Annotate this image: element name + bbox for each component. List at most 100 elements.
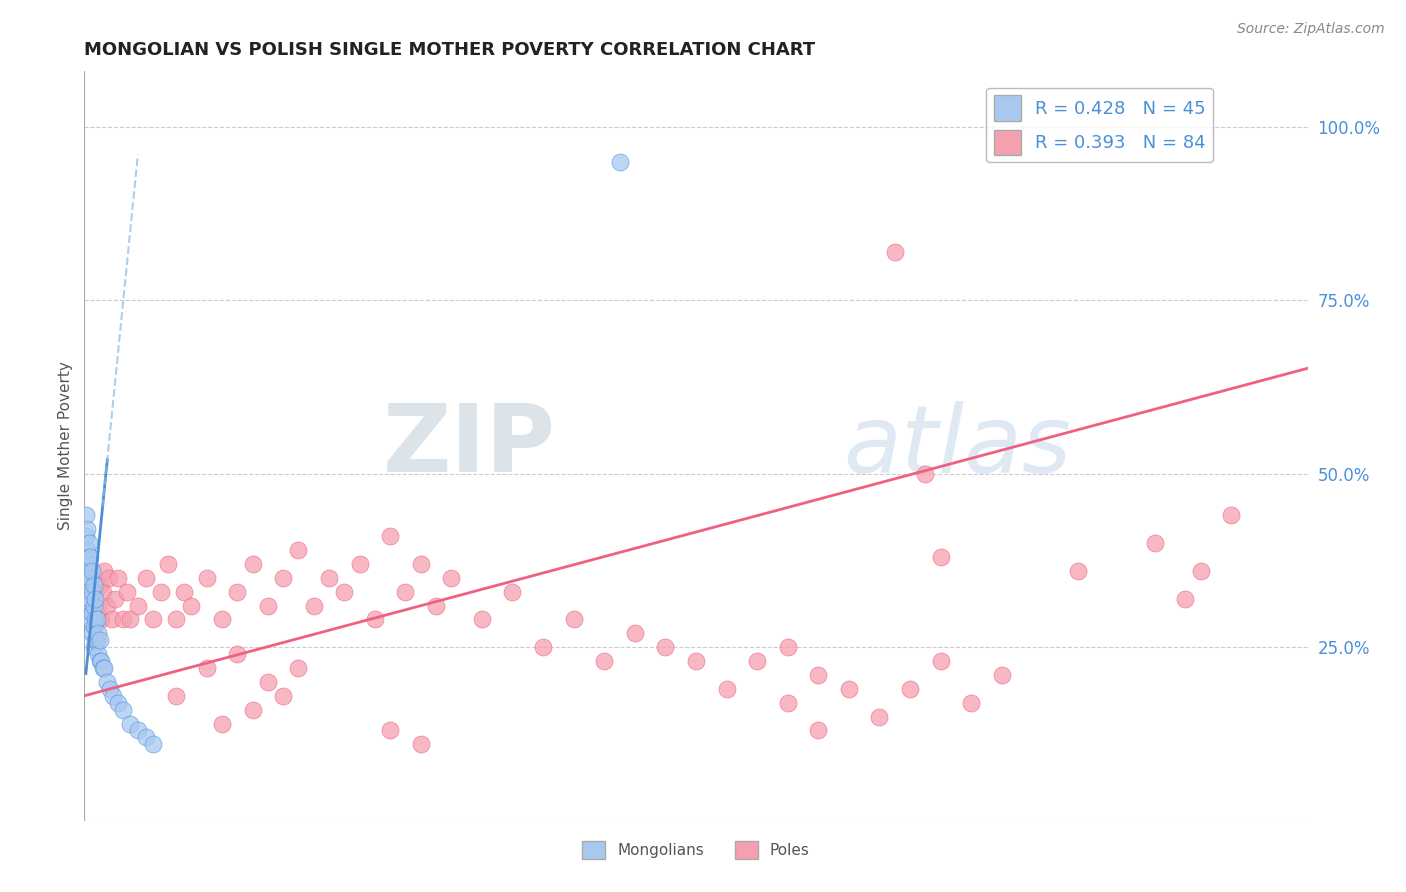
Point bbox=[86, 633, 108, 648]
Text: ZIP: ZIP bbox=[382, 400, 555, 492]
Point bbox=[380, 723, 402, 738]
Point bbox=[211, 716, 233, 731]
Point bbox=[1067, 564, 1090, 578]
Point bbox=[83, 578, 105, 592]
Point bbox=[120, 612, 142, 626]
Point bbox=[80, 564, 103, 578]
Point bbox=[440, 571, 463, 585]
Point bbox=[242, 703, 264, 717]
Point bbox=[333, 584, 356, 599]
Point bbox=[195, 571, 218, 585]
Point bbox=[76, 543, 98, 558]
Point bbox=[624, 626, 647, 640]
Point bbox=[1143, 536, 1166, 550]
Point bbox=[776, 640, 799, 655]
Point bbox=[531, 640, 554, 655]
Point bbox=[77, 591, 100, 606]
Point bbox=[271, 689, 294, 703]
Point bbox=[107, 571, 129, 585]
Point bbox=[929, 654, 952, 668]
Point bbox=[1220, 508, 1243, 523]
Point bbox=[111, 612, 134, 626]
Point bbox=[77, 557, 100, 571]
Point bbox=[869, 709, 891, 723]
Point bbox=[502, 584, 524, 599]
Point bbox=[84, 584, 107, 599]
Point bbox=[104, 591, 127, 606]
Point bbox=[80, 584, 103, 599]
Point bbox=[318, 571, 340, 585]
Point bbox=[257, 674, 280, 689]
Point bbox=[80, 606, 103, 620]
Y-axis label: Single Mother Poverty: Single Mother Poverty bbox=[58, 361, 73, 531]
Point bbox=[75, 549, 97, 564]
Point bbox=[609, 154, 631, 169]
Point bbox=[90, 654, 112, 668]
Point bbox=[86, 612, 108, 626]
Point bbox=[991, 668, 1014, 682]
Point bbox=[1189, 564, 1212, 578]
Point bbox=[80, 626, 103, 640]
Point bbox=[97, 571, 120, 585]
Point bbox=[76, 522, 98, 536]
Point bbox=[79, 549, 101, 564]
Point bbox=[89, 654, 111, 668]
Point bbox=[120, 716, 142, 731]
Point bbox=[96, 599, 118, 613]
Point bbox=[142, 612, 165, 626]
Point bbox=[79, 591, 101, 606]
Point bbox=[349, 557, 371, 571]
Point bbox=[79, 612, 101, 626]
Point bbox=[142, 737, 165, 751]
Point bbox=[776, 696, 799, 710]
Point bbox=[84, 612, 107, 626]
Point bbox=[77, 578, 100, 592]
Point bbox=[409, 737, 432, 751]
Point bbox=[91, 584, 114, 599]
Point bbox=[98, 681, 121, 696]
Point bbox=[135, 571, 157, 585]
Point bbox=[394, 584, 416, 599]
Point bbox=[807, 723, 830, 738]
Point bbox=[929, 549, 952, 564]
Point bbox=[80, 606, 103, 620]
Point bbox=[77, 599, 100, 613]
Point bbox=[654, 640, 676, 655]
Point bbox=[165, 689, 187, 703]
Point bbox=[79, 571, 101, 585]
Point bbox=[83, 599, 105, 613]
Point bbox=[89, 578, 111, 592]
Point bbox=[76, 584, 98, 599]
Point bbox=[409, 557, 432, 571]
Point bbox=[115, 584, 138, 599]
Point bbox=[211, 612, 233, 626]
Point bbox=[84, 633, 107, 648]
Point bbox=[111, 703, 134, 717]
Point bbox=[75, 529, 97, 543]
Point bbox=[127, 723, 149, 738]
Point bbox=[87, 647, 110, 661]
Point bbox=[226, 584, 249, 599]
Point bbox=[914, 467, 936, 481]
Point bbox=[593, 654, 616, 668]
Point bbox=[271, 571, 294, 585]
Point bbox=[165, 612, 187, 626]
Point bbox=[76, 564, 98, 578]
Point bbox=[173, 584, 195, 599]
Point bbox=[898, 681, 921, 696]
Point bbox=[90, 612, 112, 626]
Point bbox=[83, 640, 105, 655]
Text: MONGOLIAN VS POLISH SINGLE MOTHER POVERTY CORRELATION CHART: MONGOLIAN VS POLISH SINGLE MOTHER POVERT… bbox=[84, 41, 815, 59]
Point bbox=[471, 612, 494, 626]
Point bbox=[960, 696, 983, 710]
Text: Source: ZipAtlas.com: Source: ZipAtlas.com bbox=[1237, 22, 1385, 37]
Point bbox=[807, 668, 830, 682]
Point bbox=[685, 654, 707, 668]
Point bbox=[287, 661, 309, 675]
Point bbox=[1174, 591, 1197, 606]
Point bbox=[87, 599, 110, 613]
Point bbox=[107, 696, 129, 710]
Point bbox=[103, 689, 125, 703]
Point bbox=[287, 543, 309, 558]
Point bbox=[149, 584, 172, 599]
